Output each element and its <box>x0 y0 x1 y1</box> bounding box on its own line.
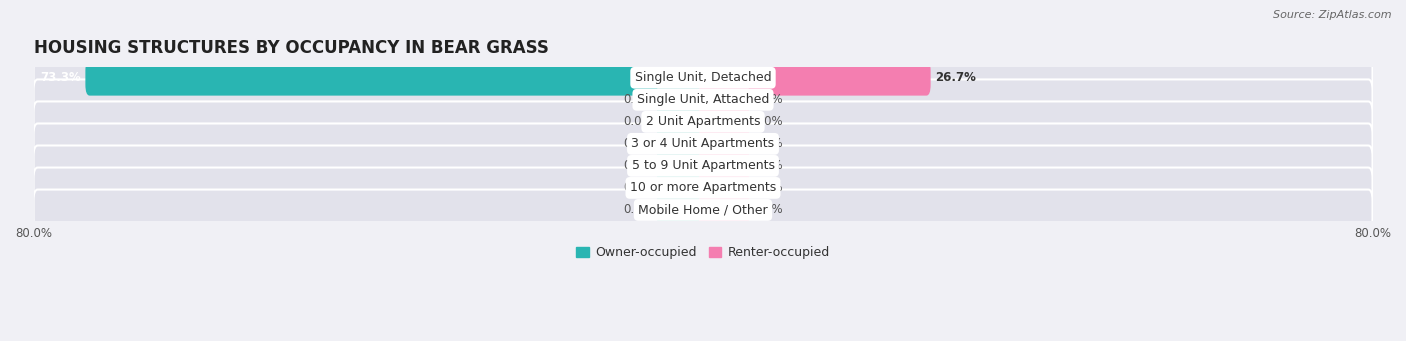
Text: 2 Unit Apartments: 2 Unit Apartments <box>645 115 761 128</box>
FancyBboxPatch shape <box>86 60 707 95</box>
FancyBboxPatch shape <box>34 79 1372 120</box>
FancyBboxPatch shape <box>657 192 707 228</box>
Text: Source: ZipAtlas.com: Source: ZipAtlas.com <box>1274 10 1392 20</box>
Text: 0.0%: 0.0% <box>623 159 652 173</box>
Text: 0.0%: 0.0% <box>754 204 783 217</box>
FancyBboxPatch shape <box>657 170 707 206</box>
FancyBboxPatch shape <box>34 167 1372 208</box>
Text: 0.0%: 0.0% <box>623 137 652 150</box>
Text: HOUSING STRUCTURES BY OCCUPANCY IN BEAR GRASS: HOUSING STRUCTURES BY OCCUPANCY IN BEAR … <box>34 39 548 57</box>
Text: 0.0%: 0.0% <box>754 115 783 128</box>
FancyBboxPatch shape <box>657 104 707 140</box>
FancyBboxPatch shape <box>699 82 749 118</box>
FancyBboxPatch shape <box>699 170 749 206</box>
Legend: Owner-occupied, Renter-occupied: Owner-occupied, Renter-occupied <box>571 241 835 264</box>
Text: Single Unit, Attached: Single Unit, Attached <box>637 93 769 106</box>
Text: 0.0%: 0.0% <box>754 137 783 150</box>
Text: 0.0%: 0.0% <box>623 204 652 217</box>
Text: 0.0%: 0.0% <box>623 181 652 194</box>
FancyBboxPatch shape <box>657 82 707 118</box>
FancyBboxPatch shape <box>657 126 707 162</box>
FancyBboxPatch shape <box>34 57 1372 98</box>
Text: Mobile Home / Other: Mobile Home / Other <box>638 204 768 217</box>
FancyBboxPatch shape <box>699 148 749 184</box>
FancyBboxPatch shape <box>34 102 1372 142</box>
FancyBboxPatch shape <box>699 126 749 162</box>
Text: 5 to 9 Unit Apartments: 5 to 9 Unit Apartments <box>631 159 775 173</box>
FancyBboxPatch shape <box>699 60 931 95</box>
Text: 0.0%: 0.0% <box>754 159 783 173</box>
Text: 0.0%: 0.0% <box>754 181 783 194</box>
FancyBboxPatch shape <box>34 190 1372 230</box>
Text: 0.0%: 0.0% <box>623 93 652 106</box>
Text: 10 or more Apartments: 10 or more Apartments <box>630 181 776 194</box>
Text: 73.3%: 73.3% <box>41 71 82 84</box>
FancyBboxPatch shape <box>34 123 1372 164</box>
Text: 0.0%: 0.0% <box>754 93 783 106</box>
Text: 0.0%: 0.0% <box>623 115 652 128</box>
FancyBboxPatch shape <box>699 104 749 140</box>
FancyBboxPatch shape <box>657 148 707 184</box>
FancyBboxPatch shape <box>699 192 749 228</box>
Text: 26.7%: 26.7% <box>935 71 976 84</box>
FancyBboxPatch shape <box>34 146 1372 186</box>
Text: Single Unit, Detached: Single Unit, Detached <box>634 71 772 84</box>
Text: 3 or 4 Unit Apartments: 3 or 4 Unit Apartments <box>631 137 775 150</box>
